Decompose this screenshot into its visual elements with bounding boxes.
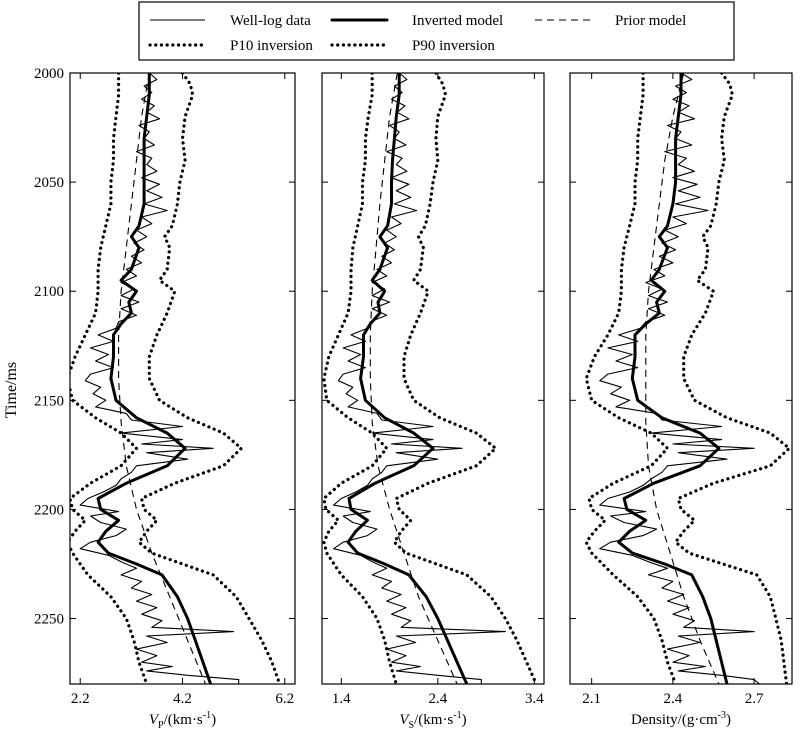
- series-prior-vs: [369, 73, 458, 684]
- series-p90-vs: [392, 73, 538, 684]
- y-axis-label: Time/ms: [3, 362, 20, 418]
- x-axis-label-density: Density/(g·cm-3): [631, 710, 731, 728]
- plot-area-vs: [322, 73, 538, 684]
- legend-label-p10: P10 inversion: [230, 38, 313, 54]
- legend: Well-log data Inverted model Prior model P1…: [138, 1, 735, 61]
- x-tick-label-vs: 2.4: [428, 691, 447, 707]
- series-p90-vp: [137, 73, 282, 684]
- panels: 2.2 4.2 6.2 VP/(km·s-1) 2000 2050 2100 2150 2200…: [34, 66, 793, 731]
- legend-label-inverted: Inverted model: [412, 13, 503, 29]
- x-tick-label-density: 2.4: [664, 691, 683, 707]
- x-tick-label-vs: 3.4: [525, 691, 544, 707]
- x-axis-label-vs: VS/(km·s-1): [399, 710, 466, 731]
- series-prior-density: [645, 73, 720, 684]
- legend-label-prior: Prior model: [615, 13, 686, 29]
- legend-label-p90: P90 inversion: [412, 38, 495, 54]
- panel-vp: 2.2 4.2 6.2 VP/(km·s-1): [69, 72, 296, 731]
- y-tick-label: 2250: [34, 612, 64, 628]
- y-tick-label: 2100: [34, 284, 64, 300]
- series-inverted-vp: [96, 73, 213, 684]
- plot-area-vp: [70, 73, 282, 684]
- y-tick-label: 2050: [34, 175, 64, 191]
- series-well-vs: [333, 73, 506, 684]
- x-tick-label-vs: 1.4: [332, 691, 351, 707]
- panel-density: 2.1 2.4 2.7 Density/(g·cm-3): [569, 72, 793, 728]
- series-p10-vp: [70, 73, 149, 684]
- y-tick-label: 2200: [34, 502, 64, 518]
- series-well-vp: [79, 73, 240, 684]
- x-tick-label-density: 2.7: [745, 691, 764, 707]
- y-tick-label: 2000: [34, 66, 64, 82]
- legend-label-well: Well-log data: [230, 13, 311, 29]
- series-p10-vs: [322, 73, 398, 684]
- x-tick-label-density: 2.1: [582, 691, 601, 707]
- series-inverted-density: [617, 73, 729, 684]
- legend-box: [138, 1, 735, 61]
- series-inverted-vs: [346, 73, 469, 684]
- x-tick-label-vp: 4.2: [173, 691, 192, 707]
- plot-area-density: [584, 73, 791, 684]
- series-well-density: [599, 73, 760, 684]
- panel-vs: 1.4 2.4 3.4 VS/(km·s-1): [321, 72, 545, 731]
- panel-frame-density: [569, 72, 793, 685]
- series-p10-density: [584, 73, 678, 684]
- series-p90-density: [674, 73, 791, 684]
- series-prior-vp: [118, 73, 207, 684]
- x-axis-label-vp: VP/(km·s-1): [149, 710, 216, 731]
- x-tick-label-vp: 2.2: [71, 691, 90, 707]
- y-tick-label: 2150: [34, 393, 64, 409]
- x-tick-label-vp: 6.2: [275, 691, 294, 707]
- panel-frame-vs: [321, 72, 545, 685]
